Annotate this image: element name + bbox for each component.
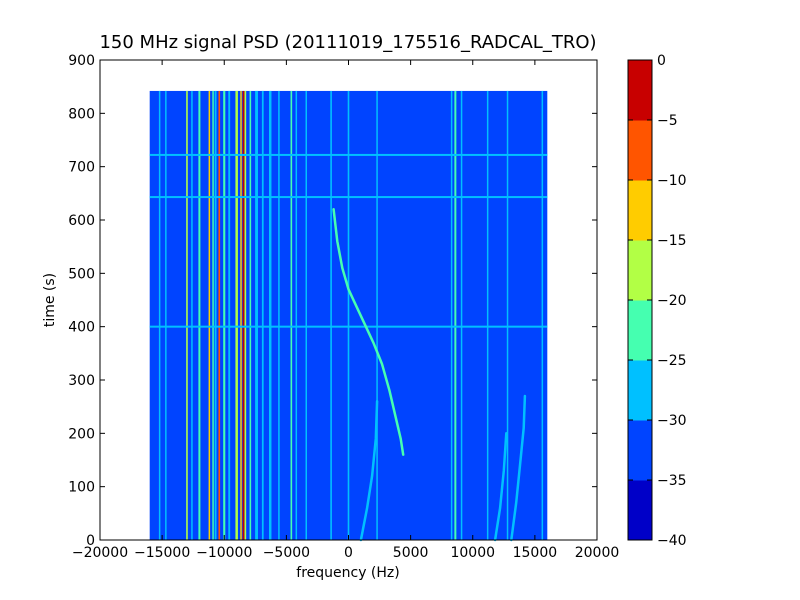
spectral-line <box>186 90 188 540</box>
colorbar-segment <box>628 360 652 421</box>
spectral-line <box>347 90 350 540</box>
spectral-line <box>450 90 453 540</box>
spectral-line <box>235 90 238 540</box>
y-tick-label: 800 <box>68 106 95 122</box>
drifting-track <box>510 394 527 542</box>
drifting-track <box>493 432 508 542</box>
spectral-line <box>158 90 161 540</box>
time-line <box>149 325 548 328</box>
spectral-line <box>278 90 280 540</box>
y-tick-label: 500 <box>68 266 95 282</box>
colorbar-tick-label: −30 <box>657 413 687 429</box>
spectral-line <box>460 90 463 540</box>
chart-title: 150 MHz signal PSD (20111019_175516_RADC… <box>99 32 596 53</box>
y-tick-label: 0 <box>86 533 95 549</box>
x-tick-label: −10000 <box>196 545 252 561</box>
spectral-line <box>486 90 489 540</box>
time-line <box>149 196 548 199</box>
spectral-line <box>242 90 245 540</box>
y-tick-label: 400 <box>68 320 95 336</box>
spectral-line <box>249 90 252 540</box>
spectral-line <box>261 90 264 540</box>
y-axis: 0 100 200 300 400 500 600 700 800 900 <box>68 53 597 549</box>
spectral-line <box>228 90 231 540</box>
x-tick-label: −20000 <box>72 545 128 561</box>
spectral-line <box>541 90 544 540</box>
colorbar-tick-label: −35 <box>657 473 687 489</box>
y-tick-label: 700 <box>68 160 95 176</box>
y-tick-label: 300 <box>68 373 95 389</box>
x-tick-label: 15000 <box>513 545 558 561</box>
x-tick-label: −5000 <box>263 545 310 561</box>
spectral-line <box>223 90 226 540</box>
x-axis-title: frequency (Hz) <box>296 565 399 581</box>
x-tick-label: −15000 <box>134 545 190 561</box>
spectral-line <box>290 90 293 540</box>
spectral-line <box>295 90 298 540</box>
spectral-line <box>191 90 193 540</box>
plot-area <box>99 59 598 542</box>
y-tick-label: 100 <box>68 480 95 496</box>
spectral-line <box>244 90 247 540</box>
x-tick-label: 0 <box>344 545 353 561</box>
colorbar-tick-label: −25 <box>657 353 687 369</box>
spectral-line <box>268 90 272 540</box>
colorbar-segment <box>628 420 652 481</box>
colorbar-tick-label: −20 <box>657 293 687 309</box>
x-tick-label: 10000 <box>450 545 495 561</box>
x-axis: −20000 −15000 −10000 −5000 0 5000 10000 15000 20… <box>72 60 619 561</box>
heatmap-layer <box>149 90 548 542</box>
x-tick-label: 5000 <box>393 545 429 561</box>
colorbar-segment <box>628 240 652 301</box>
spectral-line <box>240 90 242 540</box>
spectral-line <box>506 90 509 540</box>
spectral-line <box>305 90 308 540</box>
colorbar-segment <box>628 180 652 241</box>
colorbar-segment <box>628 60 652 121</box>
spectral-line <box>198 90 201 540</box>
spectral-line <box>218 90 221 540</box>
spectral-line <box>214 90 217 540</box>
time-line <box>149 153 548 156</box>
spectral-line <box>165 90 167 540</box>
y-tick-label: 600 <box>68 213 95 229</box>
drifting-track <box>332 208 405 456</box>
y-tick-label: 200 <box>68 426 95 442</box>
spectral-line <box>255 90 258 540</box>
y-axis-title: time (s) <box>42 273 58 327</box>
y-tick-label: 900 <box>68 53 95 69</box>
colorbar-tick-label: 0 <box>657 53 666 69</box>
colorbar-segment <box>628 300 652 361</box>
drifting-track <box>359 400 379 542</box>
colorbar-segment <box>628 120 652 181</box>
spectral-line <box>208 90 211 540</box>
colorbar: −40 −35 −30 −25 −20 −15 −10 −5 0 <box>627 53 687 549</box>
spectral-line <box>212 90 214 540</box>
colorbar-segment <box>628 480 652 541</box>
colorbar-tick-label: −5 <box>657 113 678 129</box>
colorbar-tick-label: −40 <box>657 533 687 549</box>
spectral-line <box>454 90 457 540</box>
spectral-line <box>330 90 332 540</box>
x-tick-label: 20000 <box>575 545 620 561</box>
colorbar-tick-label: −15 <box>657 233 687 249</box>
spectral-line <box>376 90 378 540</box>
colorbar-tick-label: −10 <box>657 173 687 189</box>
